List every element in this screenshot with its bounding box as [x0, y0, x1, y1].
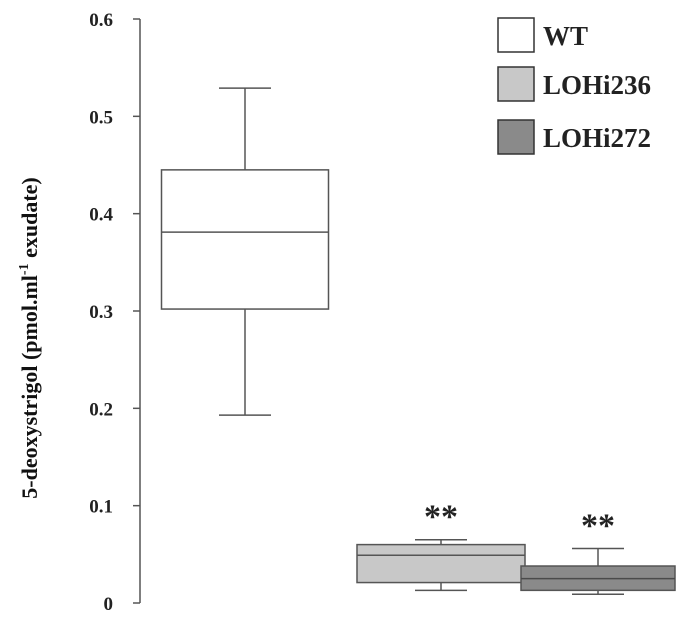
y-axis-title: 5-deoxystrigol (pmol.ml-1 exudate): [17, 177, 42, 498]
box-lohi272: **: [520, 507, 676, 595]
significance-marker: **: [424, 499, 458, 536]
y-axis: 0 0.1 0.2 0.3 0.4 0.5 0.6: [89, 10, 141, 615]
legend: WT LOHi236 LOHi272: [497, 17, 651, 155]
box-lohi236: **: [356, 499, 526, 592]
y-axis-title-main: 5-deoxystrigol (pmol.ml: [17, 275, 42, 499]
legend-swatch: [497, 17, 535, 53]
legend-item-wt: WT: [497, 17, 588, 53]
y-axis-title-suffix: exudate): [17, 177, 42, 263]
y-tick-label: 0.2: [89, 399, 113, 420]
y-tick-label: 0.6: [89, 10, 113, 31]
y-axis-title-superscript: -1: [17, 263, 32, 275]
y-tick-label: 0.3: [89, 302, 113, 323]
y-tick-label: 0.1: [89, 497, 113, 518]
y-tick-label: 0: [104, 594, 114, 615]
box-iqr: [356, 543, 526, 584]
y-tick-label: 0.4: [89, 205, 113, 226]
box-iqr: [160, 169, 330, 310]
plot-area: ** **: [160, 87, 676, 595]
legend-swatch: [497, 66, 535, 102]
legend-item-lohi272: LOHi272: [497, 119, 651, 155]
legend-label: LOHi236: [543, 70, 651, 100]
legend-label: WT: [543, 21, 588, 51]
y-tick-label: 0.5: [89, 107, 113, 128]
significance-marker: **: [581, 507, 615, 544]
box-wt: [160, 87, 330, 416]
legend-item-lohi236: LOHi236: [497, 66, 651, 102]
legend-swatch: [497, 119, 535, 155]
legend-label: LOHi272: [543, 123, 651, 153]
